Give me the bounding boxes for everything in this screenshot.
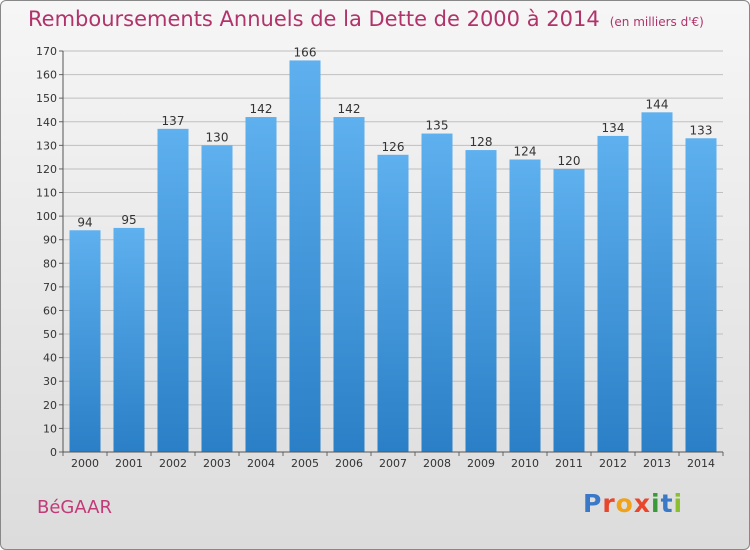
data-label-2009: 128: [470, 135, 493, 149]
data-label-2012: 134: [602, 121, 625, 135]
x-tick-label: 2008: [423, 457, 451, 470]
y-tick-label: 0: [50, 446, 57, 459]
y-tick-label: 150: [36, 92, 57, 105]
data-label-2000: 94: [77, 215, 92, 229]
bar-2002: [157, 128, 189, 452]
data-label-2007: 126: [382, 140, 405, 154]
data-label-2005: 166: [294, 45, 317, 59]
y-tick-label: 60: [43, 304, 57, 317]
bar-2008: [421, 133, 453, 452]
logo-letter: r: [602, 489, 616, 518]
y-tick-label: 80: [43, 257, 57, 270]
y-tick-label: 130: [36, 139, 57, 152]
axes: [62, 51, 723, 453]
logo-letter: P: [583, 489, 603, 518]
bar-2007: [377, 154, 409, 452]
data-label-2008: 135: [426, 119, 449, 133]
y-tick-label: 100: [36, 210, 57, 223]
chart-title: Remboursements Annuels de la Dette de 20…: [28, 7, 704, 31]
bar-2003: [201, 145, 233, 452]
bar-2001: [113, 227, 145, 452]
x-tick-label: 2001: [115, 457, 143, 470]
x-axis-ticks: 2000 2001 2002 2003 2004 2005 2006 2007 2008 2009…: [62, 452, 724, 470]
x-tick-label: 2003: [203, 457, 231, 470]
y-tick-label: 30: [43, 375, 57, 388]
data-label-2013: 144: [646, 97, 669, 111]
data-label-2010: 124: [514, 145, 537, 159]
chart-title-text: Remboursements Annuels de la Dette de 20…: [28, 7, 600, 31]
x-tick-label: 2006: [335, 457, 363, 470]
bar-2006: [333, 117, 365, 452]
data-label-2006: 142: [338, 102, 361, 116]
data-label-2014: 133: [690, 123, 713, 137]
y-tick-label: 20: [43, 399, 57, 412]
y-tick-label: 70: [43, 281, 57, 294]
bar-2005: [289, 60, 321, 452]
bar-2009: [465, 150, 497, 452]
x-tick-label: 2010: [511, 457, 539, 470]
x-tick-label: 2000: [71, 457, 99, 470]
x-tick-label: 2012: [599, 457, 627, 470]
data-labels: 94 95 137 130 142 166 142 126 135 128 124 120 134 144…: [77, 45, 712, 229]
logo-letter: i: [651, 489, 661, 518]
bar-2012: [597, 135, 629, 452]
x-tick-label: 2002: [159, 457, 187, 470]
x-tick-label: 2007: [379, 457, 407, 470]
bar-2000: [69, 230, 101, 452]
y-tick-label: 50: [43, 328, 57, 341]
bar-2010: [509, 159, 541, 452]
y-tick-label: 140: [36, 116, 57, 129]
y-tick-label: 110: [36, 187, 57, 200]
y-tick-label: 160: [36, 69, 57, 82]
x-tick-label: 2004: [247, 457, 275, 470]
bar-2011: [553, 168, 585, 453]
data-label-2003: 130: [206, 130, 229, 144]
logo-letter: i: [673, 489, 684, 518]
data-label-2011: 120: [558, 154, 581, 168]
data-label-2001: 95: [121, 213, 136, 227]
logo-letter: o: [615, 489, 634, 518]
logo-letter: t: [660, 489, 674, 518]
x-tick-label: 2011: [555, 457, 583, 470]
y-tick-label: 40: [43, 352, 57, 365]
x-tick-label: 2005: [291, 457, 319, 470]
y-tick-label: 120: [36, 163, 57, 176]
bar-2013: [641, 112, 673, 453]
x-tick-label: 2013: [643, 457, 671, 470]
y-tick-label: 170: [36, 45, 57, 58]
y-tick-label: 90: [43, 234, 57, 247]
logo-letter: x: [633, 489, 651, 518]
data-label-2004: 142: [250, 102, 273, 116]
bar-2004: [245, 117, 277, 452]
proxiti-logo[interactable]: Proxiti: [583, 489, 683, 518]
bars: [69, 60, 717, 453]
x-tick-label: 2014: [687, 457, 715, 470]
y-axis-ticks: 0 10 20 30 40 50 60 70 80 90 100 110 120 130 140 150 160…: [36, 45, 63, 459]
bar-2014: [685, 138, 717, 452]
x-tick-label: 2009: [467, 457, 495, 470]
chart-unit: (en milliers d'€): [609, 15, 704, 29]
city-name: BéGAAR: [37, 497, 113, 518]
y-tick-label: 10: [43, 422, 57, 435]
data-label-2002: 137: [162, 114, 185, 128]
